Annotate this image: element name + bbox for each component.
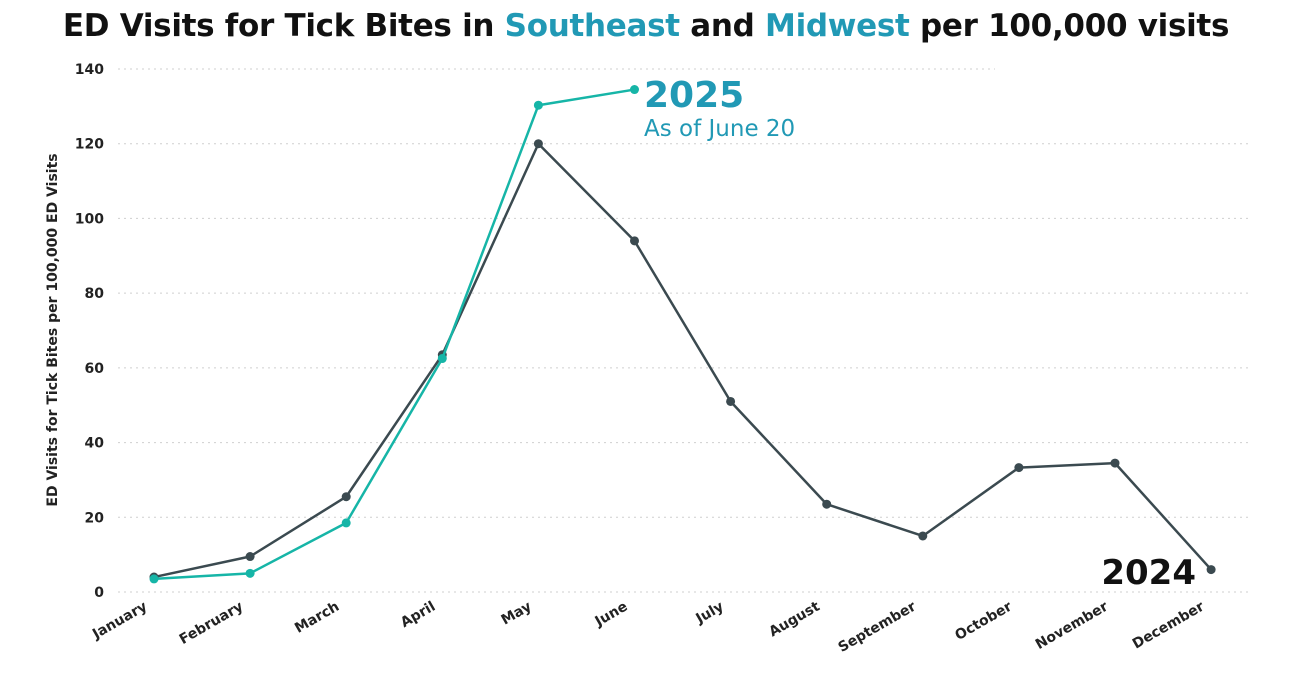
- series-2024-line: [153, 142, 1213, 579]
- x-tick-label: September: [836, 599, 919, 656]
- series-2024-point: [918, 531, 928, 541]
- y-tick-label: 80: [85, 286, 105, 302]
- series-2025: [149, 85, 639, 584]
- x-axis-ticks: January February March April May June July Augu…: [89, 598, 1207, 655]
- series-2024-point: [1014, 463, 1024, 473]
- series-2024-point: [822, 499, 832, 509]
- series-2024-point: [1206, 565, 1216, 575]
- title-part-1: ED Visits for Tick Bites in: [62, 8, 505, 44]
- series-2025-point: [630, 85, 639, 95]
- y-tick-label: 0: [94, 585, 104, 601]
- x-tick-label: October: [952, 599, 1015, 644]
- series-2025-point: [149, 574, 159, 584]
- title-region-midwest: Midwest: [765, 8, 910, 44]
- series-2025-line: [153, 88, 635, 581]
- title-part-2: and: [679, 8, 766, 44]
- y-tick-label: 40: [85, 436, 105, 452]
- x-tick-label: November: [1033, 599, 1111, 653]
- series-2025-point: [533, 100, 543, 110]
- series-2024-point: [341, 492, 351, 502]
- title-region-southeast: Southeast: [504, 8, 680, 44]
- y-tick-label: 140: [75, 62, 104, 78]
- x-tick-label: August: [766, 598, 823, 640]
- series-2024-point: [1110, 458, 1120, 468]
- x-tick-label: December: [1130, 599, 1207, 653]
- x-tick-label: June: [592, 599, 631, 631]
- series-2025-point: [341, 518, 351, 528]
- series-2024-point: [726, 396, 736, 406]
- chart-title: ED Visits for Tick Bites in Southeast an…: [0, 8, 1292, 44]
- x-tick-label: February: [177, 599, 246, 648]
- series-2025-note: As of June 20: [644, 116, 795, 142]
- title-part-3: per 100,000 visits: [909, 8, 1230, 44]
- x-tick-label: May: [499, 599, 535, 629]
- y-tick-label: 60: [85, 361, 105, 377]
- series-2025-point: [245, 568, 255, 578]
- series-2024-point: [630, 236, 639, 246]
- series-2024-label: 2024: [1101, 553, 1196, 593]
- series-2024-point: [533, 139, 543, 149]
- y-axis-label: ED Visits for Tick Bites per 100,000 ED …: [45, 153, 61, 506]
- series-2025-point: [437, 354, 447, 364]
- series-2025-label: 2025: [644, 75, 744, 116]
- y-tick-label: 20: [85, 510, 105, 526]
- x-tick-label: April: [398, 599, 438, 632]
- gridlines: [118, 68, 1250, 593]
- series-2024-point: [245, 552, 255, 562]
- y-tick-label: 100: [75, 211, 104, 227]
- y-axis-ticks: 0 20 40 60 80 100 120 140: [75, 62, 104, 601]
- x-tick-label: January: [89, 599, 150, 643]
- series-layer: [149, 85, 1216, 584]
- series-2024: [149, 139, 1216, 582]
- y-tick-label: 120: [75, 137, 104, 153]
- x-tick-label: July: [693, 599, 727, 628]
- x-tick-label: March: [292, 599, 342, 637]
